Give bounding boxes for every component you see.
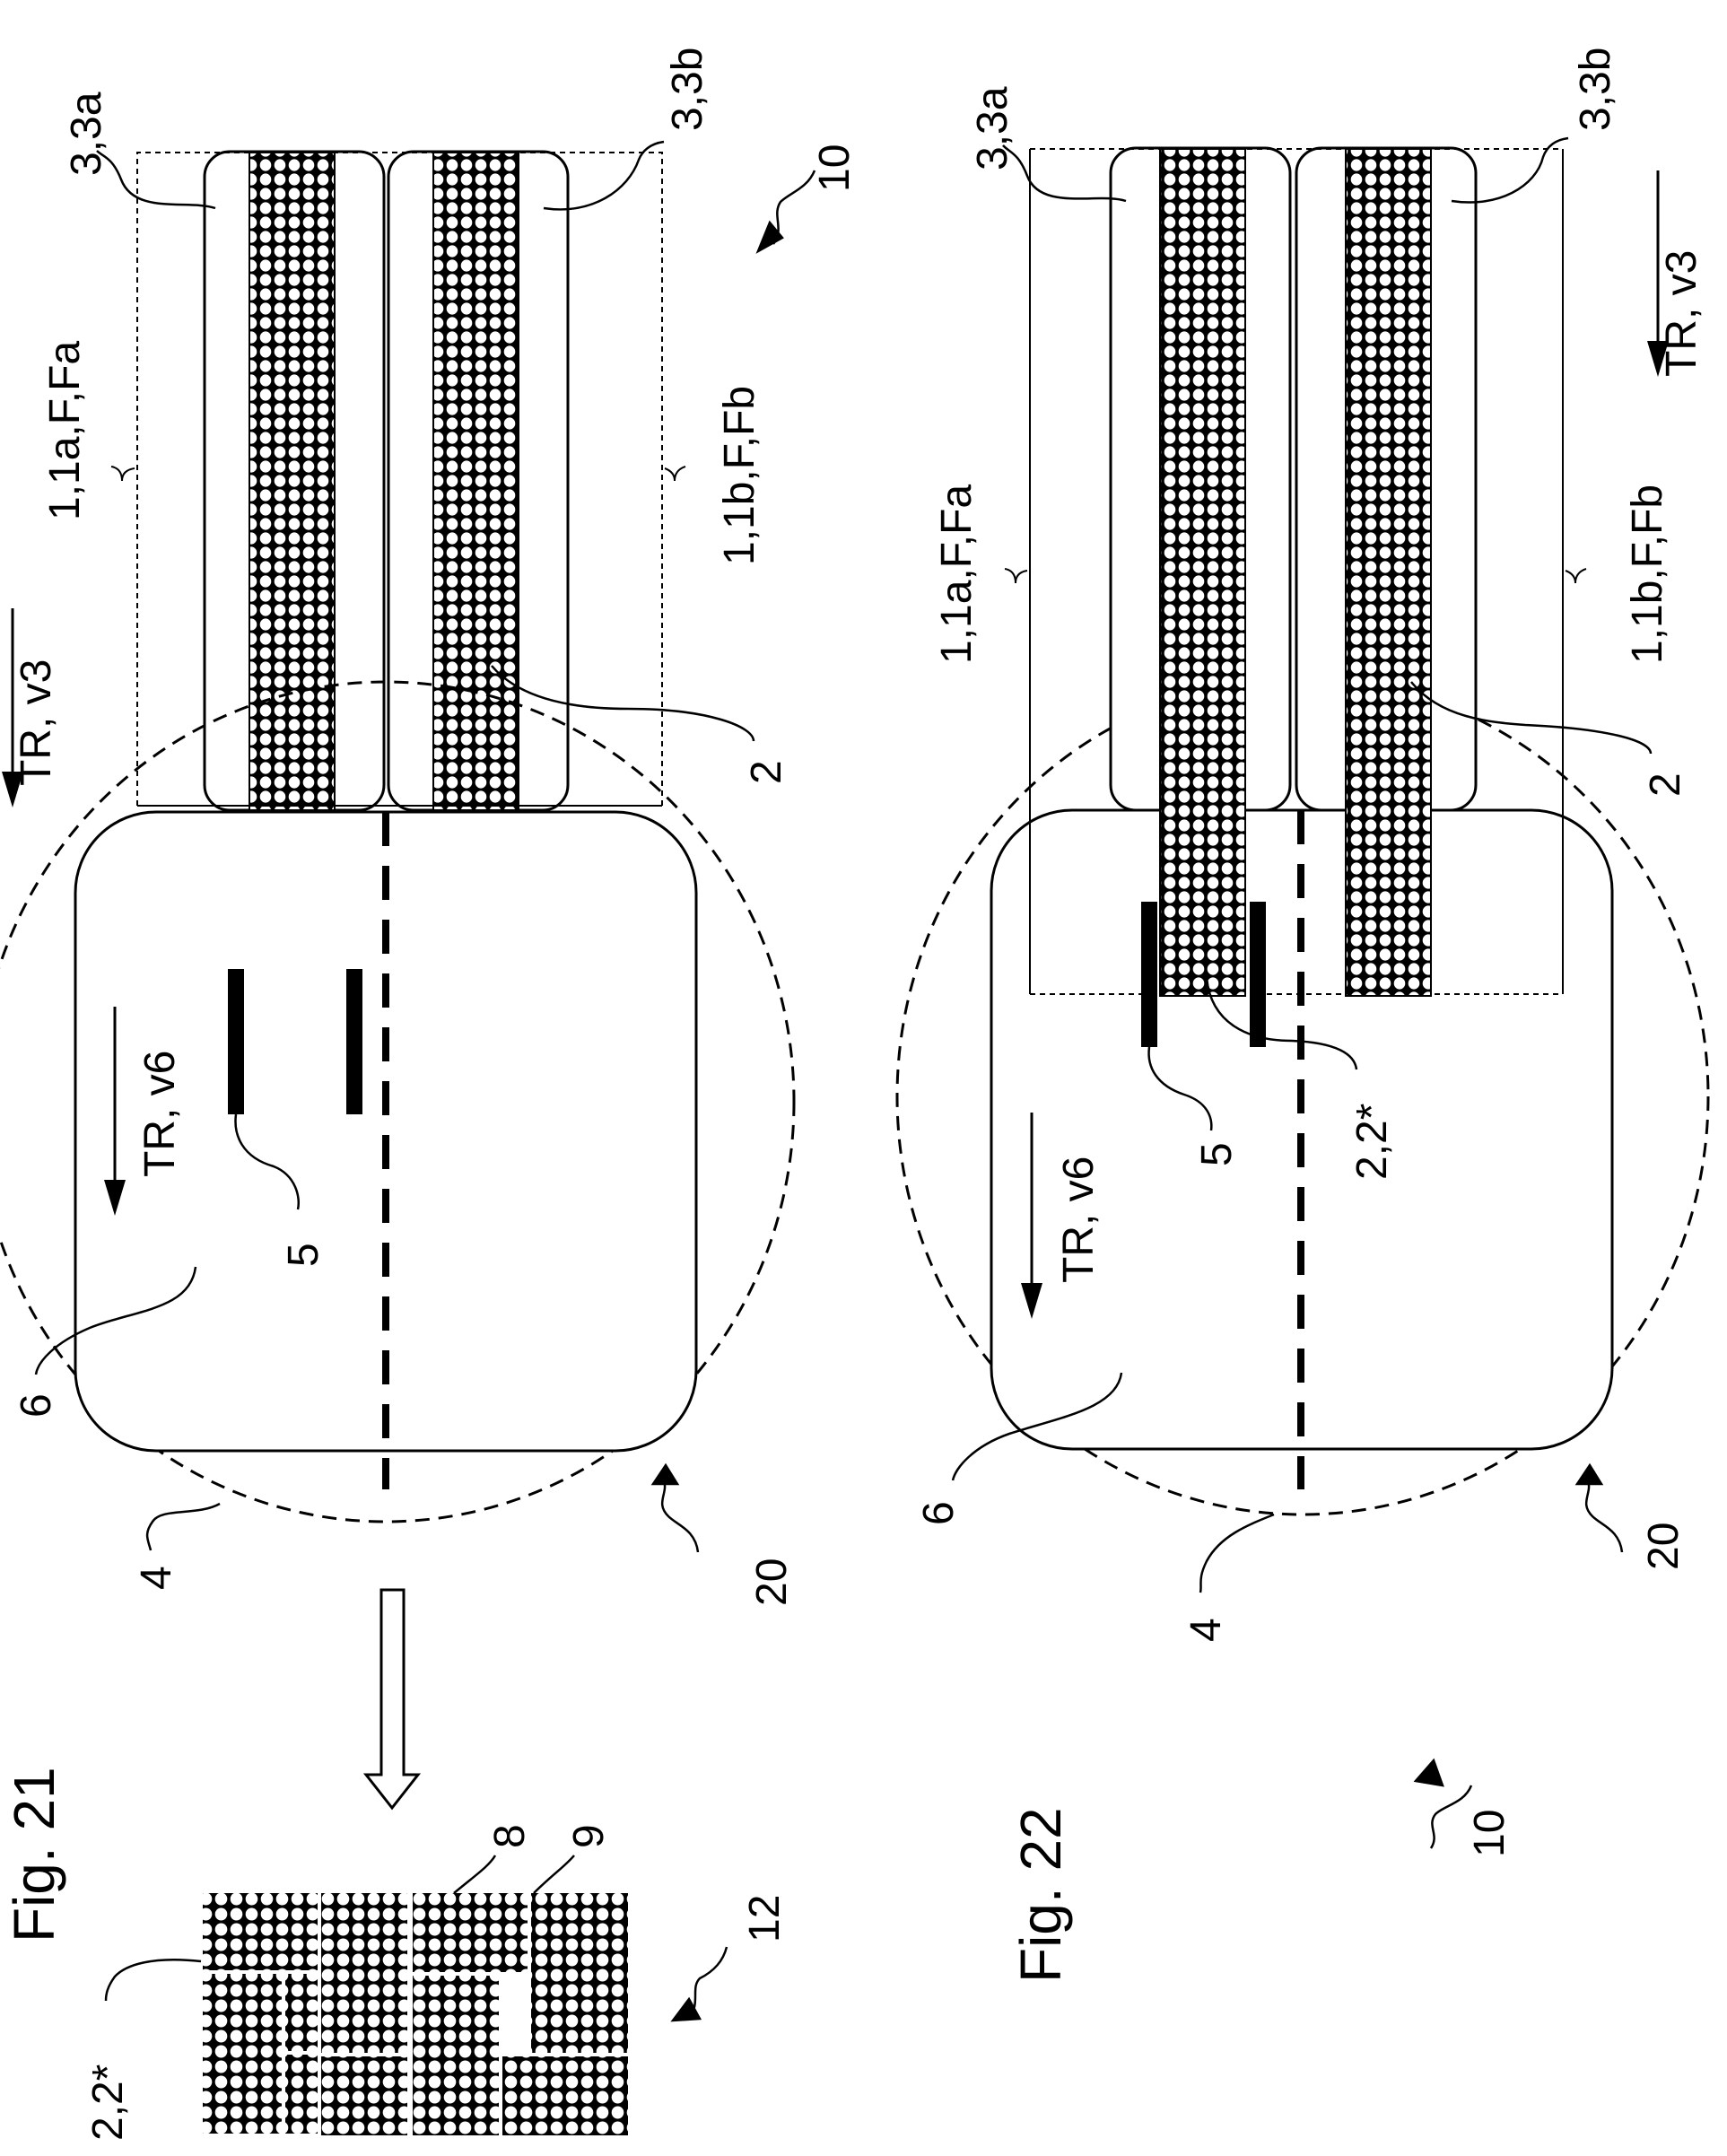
figure-21: Fig. 21 3,3a 3,3b 1,1a,F,Fa 1,1b,F,Fb TR… [0, 48, 859, 2141]
label-circle-21: 4 [133, 1566, 180, 1590]
label-conveyor-21: TR, v3 [13, 659, 60, 786]
arrowhead-handling-21 [653, 1465, 677, 1484]
article-stream-top-22 [1160, 149, 1245, 996]
layer-pack [319, 2055, 409, 2137]
layer-pack [201, 1891, 319, 1972]
label-handling-22: 20 [1640, 1523, 1688, 1570]
label-pack-b-21: 9 [565, 1824, 613, 1848]
figure-22: Fig. 22 3,3a 3,3b 1,1a,F,Fa 1,1b,F,Fb TR… [897, 48, 1708, 1983]
label-handling-21: 20 [748, 1558, 796, 1606]
label-platform-21: 6 [13, 1393, 60, 1418]
layer-pack [501, 2055, 630, 2137]
gripper-jaw-a-22 [1141, 902, 1157, 1047]
leader-lane-top-21 [97, 151, 215, 208]
label-station-conveyor-21: TR, v6 [136, 1051, 184, 1177]
pointer-handling-21 [662, 1480, 698, 1552]
layer-pack [529, 1891, 630, 2055]
layer-pack [283, 2053, 319, 2135]
label-lane-top-21: 3,3a [63, 92, 110, 176]
article-stream-top-21 [249, 153, 335, 810]
article-stream-bottom-22 [1346, 149, 1431, 996]
label-lane-bottom-21: 3,3b [664, 48, 711, 131]
label-gripper-21: 5 [280, 1243, 327, 1267]
label-gripped-22: 2,2* [1348, 1104, 1396, 1180]
label-articles-22: 2 [1642, 772, 1689, 797]
layer-pack [319, 1891, 409, 2055]
label-group-top-21: 1,1a,F,Fa [41, 341, 89, 520]
layer-pattern [201, 1891, 630, 2137]
leader-circle-21 [147, 1504, 220, 1550]
group-outline-21 [137, 153, 662, 806]
label-group-bottom-22: 1,1b,F,Fb [1624, 484, 1671, 664]
label-group-bottom-21: 1,1b,F,Fb [716, 386, 763, 565]
brace-top-22 [1005, 569, 1027, 583]
brace-bottom-22 [1566, 569, 1586, 583]
label-layer-item-21: 2,2* [84, 2064, 132, 2141]
pointer-handling-22 [1586, 1480, 1622, 1552]
label-circle-22: 4 [1182, 1618, 1230, 1642]
label-pack-a-21: 8 [486, 1824, 534, 1848]
brace-bottom-21 [665, 467, 685, 481]
leader-lane-top-22 [1003, 145, 1126, 201]
leader-layer-item [106, 1960, 201, 2001]
leader-circle-22 [1200, 1514, 1274, 1593]
label-device-22: 10 [1466, 1810, 1513, 1857]
layer-pack [283, 1972, 319, 2053]
leader-articles-21 [492, 666, 754, 741]
layer-pack [411, 1891, 529, 1974]
label-layer-21: 12 [741, 1895, 789, 1942]
arrowhead-device-22 [1416, 1760, 1443, 1785]
label-station-conveyor-22: TR, v6 [1055, 1157, 1103, 1283]
leader-pack-a [454, 1855, 495, 1893]
arrowhead-handling-22 [1577, 1465, 1601, 1484]
layer-pack [201, 1972, 283, 2135]
label-lane-top-22: 3,3a [969, 86, 1016, 170]
gripper-jaw-b-21 [346, 969, 362, 1114]
layer-pack [411, 1974, 501, 2137]
label-gripper-22: 5 [1193, 1142, 1241, 1166]
leader-pack-b [534, 1855, 574, 1893]
transfer-arrow [366, 1590, 418, 1808]
gripper-jaw-b-22 [1250, 902, 1266, 1047]
label-lane-bottom-22: 3,3b [1572, 48, 1619, 131]
article-stream-bottom-21 [433, 153, 519, 810]
label-group-top-22: 1,1a,F,Fa [933, 484, 981, 664]
fig21-title: Fig. 21 [2, 1767, 66, 1942]
gripper-jaw-a-21 [228, 969, 244, 1114]
label-articles-21: 2 [743, 760, 790, 784]
pointers-22 [1416, 1465, 1622, 1848]
label-device-21: 10 [811, 144, 859, 192]
label-conveyor-22: TR, v3 [1658, 250, 1705, 377]
label-platform-22: 6 [915, 1501, 963, 1525]
brace-top-21 [111, 467, 135, 481]
pointer-layer-21 [691, 1947, 727, 2017]
fig22-title: Fig. 22 [1008, 1807, 1073, 1983]
